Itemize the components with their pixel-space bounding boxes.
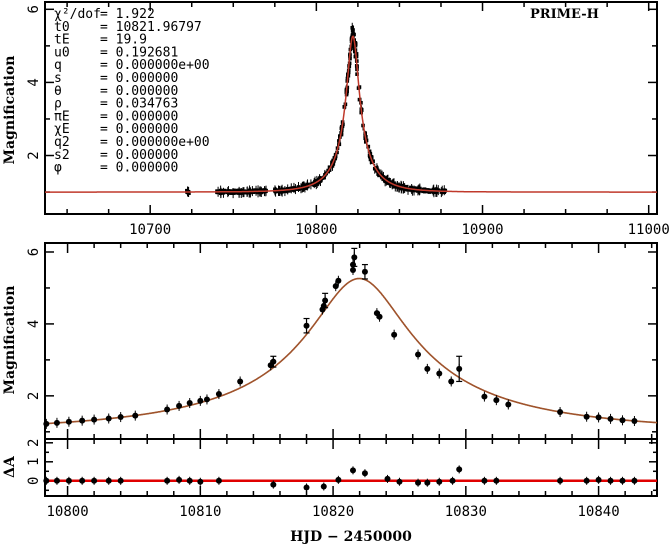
residuals-y-axis-title: ΔA <box>2 455 18 478</box>
data-point <box>327 165 332 169</box>
parameter-label: s2 <box>54 148 70 163</box>
y-tick-label: 4 <box>26 78 42 86</box>
data-point <box>330 160 334 165</box>
parameter-label: πE <box>54 109 70 124</box>
data-point <box>350 41 355 45</box>
y-tick-label: 0 <box>26 477 42 485</box>
parameter-value: = 0.000000 <box>100 71 178 86</box>
x-tick-label: 10840 <box>578 504 620 520</box>
x-tick-label: 10800 <box>46 504 88 520</box>
parameter-value: = 0.000000 <box>100 109 178 124</box>
data-point <box>286 186 290 191</box>
data-point <box>287 189 291 193</box>
data-point <box>434 187 438 192</box>
parameter-value: = 1.922 <box>100 7 155 22</box>
parameter-value: = 19.9 <box>100 33 147 48</box>
parameter-value: = 0.000000 <box>100 148 178 163</box>
x-tick-label: 10900 <box>461 222 503 238</box>
fit-parameters: χ²/dof = 1.922 t0 = 10821.96797 tE = 19.9 u0 = … <box>54 7 210 176</box>
x-tick-label: 10700 <box>129 222 171 238</box>
parameter-label: χE <box>54 122 70 137</box>
data-point <box>227 191 231 195</box>
middle-y-axis-title: Magnification <box>2 286 18 395</box>
middle-panel-frame <box>44 242 658 440</box>
data-point <box>421 189 425 194</box>
data-point <box>352 44 357 49</box>
parameter-label: q <box>54 58 62 73</box>
parameter-label: χ²/dof <box>54 7 101 22</box>
data-point <box>235 188 240 193</box>
y-tick-label: 2 <box>26 392 42 400</box>
data-point <box>236 191 241 195</box>
x-tick-label: 10820 <box>312 504 354 520</box>
parameter-value: = 0.034763 <box>100 97 178 112</box>
residuals-panel-ticks: 0 1 2 10800 10810 10820 10830 10840 <box>26 439 657 520</box>
parameter-label: θ <box>54 84 62 99</box>
top-panel-frame <box>44 1 658 215</box>
parameter-label: tE <box>54 33 70 48</box>
data-point <box>252 188 257 192</box>
data-point <box>304 185 309 190</box>
top-panel-ticks: 10700 10800 10900 11000 2 4 6 <box>26 2 670 238</box>
top-panel-model-curve <box>45 35 657 193</box>
parameter-label: ρ <box>54 97 62 112</box>
parameter-value: = 0.000000e+00 <box>100 135 210 150</box>
parameter-label: u0 <box>54 45 70 60</box>
parameter-value: = 0.192681 <box>100 45 178 60</box>
parameter-label: q2 <box>54 135 70 150</box>
y-tick-label: 6 <box>26 5 42 13</box>
parameter-value: = 0.000000 <box>100 161 178 176</box>
middle-panel: 2 4 6 Magnification <box>2 242 658 496</box>
observatory-label: PRIME-H <box>530 7 599 22</box>
x-axis-title: HJD − 2450000 <box>290 529 412 545</box>
y-tick-label: 6 <box>26 248 42 256</box>
top-y-axis-title: Magnification <box>2 56 18 165</box>
data-point <box>239 190 243 195</box>
data-point <box>371 159 375 164</box>
y-tick-label: 4 <box>26 320 42 328</box>
data-point <box>404 184 409 189</box>
data-point <box>352 46 356 51</box>
middle-panel-ticks: 2 4 6 <box>26 243 657 496</box>
parameter-label: s <box>54 71 62 86</box>
middle-panel-model-curve <box>45 277 657 425</box>
parameter-value: = 0.000000e+00 <box>100 58 210 73</box>
x-tick-label: 11000 <box>628 222 670 238</box>
data-point <box>317 177 322 181</box>
data-point <box>312 183 317 188</box>
data-point <box>273 187 277 192</box>
data-point <box>232 188 236 193</box>
middle-panel-data <box>43 247 638 429</box>
middle-panel-model-curve-green <box>45 277 657 425</box>
parameter-value: = 0.000000 <box>100 84 178 99</box>
data-point <box>385 180 390 185</box>
residuals-panel: 0 1 2 10800 10810 10820 10830 10840 ΔA HJD − 24… <box>2 438 658 545</box>
y-tick-label: 1 <box>26 458 42 466</box>
parameter-label: φ <box>54 161 62 176</box>
residuals-panel-data <box>43 465 638 492</box>
parameter-value: = 0.000000 <box>100 122 178 137</box>
x-tick-label: 10800 <box>295 222 337 238</box>
top-panel-data <box>185 22 448 199</box>
data-point <box>409 188 413 192</box>
y-tick-label: 2 <box>26 151 42 159</box>
x-tick-label: 10830 <box>445 504 487 520</box>
residuals-panel-frame <box>44 438 658 497</box>
data-point <box>377 173 381 178</box>
parameter-label: t0 <box>54 20 70 35</box>
data-point <box>234 190 238 195</box>
y-tick-label: 2 <box>26 439 42 447</box>
x-tick-label: 10810 <box>179 504 221 520</box>
data-point <box>432 189 436 194</box>
parameter-value: = 10821.96797 <box>100 20 202 35</box>
